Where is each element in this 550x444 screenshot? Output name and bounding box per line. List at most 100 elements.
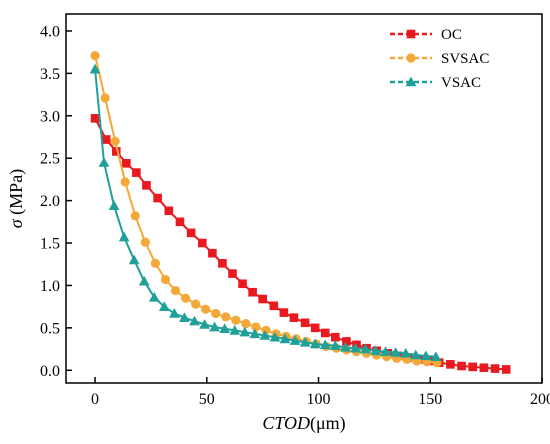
data-point-vsac (430, 351, 442, 362)
data-point-oc (479, 363, 489, 373)
data-point-oc (342, 337, 351, 346)
data-point-vsac (400, 347, 412, 358)
data-point-vsac (219, 323, 231, 334)
data-point-svsac (150, 258, 160, 268)
series-layer (89, 50, 511, 374)
data-point-vsac (158, 301, 170, 311)
data-point-vsac (339, 341, 351, 352)
data-point-oc (468, 362, 478, 372)
series-line-oc (94, 117, 507, 371)
data-point-vsac (249, 328, 261, 339)
data-point-oc (258, 294, 267, 304)
data-point-oc (153, 193, 162, 203)
data-point-oc (490, 364, 500, 373)
data-point-vsac (108, 200, 120, 211)
series-vsac (89, 63, 442, 362)
data-point-vsac (390, 347, 401, 357)
x-axis-title: CTOD(μm) (262, 413, 345, 434)
data-point-oc (238, 279, 247, 289)
data-point-oc (330, 332, 340, 342)
data-point-vsac (299, 336, 311, 347)
x-tick-label: 150 (418, 391, 442, 408)
data-point-svsac (251, 322, 261, 332)
data-point-oc (218, 259, 227, 268)
data-point-oc (198, 238, 207, 248)
legend-marker-svsac (406, 53, 416, 63)
data-point-oc (122, 158, 131, 168)
data-point-oc (248, 287, 257, 297)
data-point-svsac (90, 50, 100, 61)
data-point-svsac (221, 312, 231, 322)
data-point-oc (457, 361, 466, 371)
data-point-vsac (89, 63, 101, 74)
data-point-svsac (130, 211, 140, 221)
data-point-vsac (289, 335, 301, 345)
data-point-vsac (329, 340, 341, 350)
data-point-oc (352, 340, 361, 350)
legend-item-vsac: VSAC (390, 75, 481, 91)
data-point-oc (208, 248, 217, 258)
data-point-svsac (160, 274, 171, 285)
data-point-oc (300, 318, 310, 328)
data-point-oc (101, 135, 111, 144)
legend-label-svsac: SVSAC (441, 51, 489, 67)
data-point-vsac (128, 254, 140, 265)
data-point-vsac (350, 342, 361, 353)
y-tick-label: 2.5 (40, 151, 60, 168)
data-point-oc (111, 147, 121, 156)
y-axis-title: σ (MPa) (6, 169, 27, 228)
data-point-oc (186, 228, 196, 238)
data-point-vsac (169, 308, 180, 318)
data-point-svsac (110, 136, 120, 146)
legend-marker-oc (406, 29, 416, 39)
data-point-svsac (231, 315, 241, 325)
data-point-oc (289, 313, 299, 322)
x-tick-label: 100 (307, 391, 331, 408)
x-axis-title-italic: CTOD (262, 413, 310, 433)
data-point-vsac (380, 346, 391, 356)
data-point-svsac (120, 177, 130, 187)
data-point-oc (142, 181, 151, 190)
y-tick-label: 0.5 (40, 320, 60, 337)
y-tick-label: 0.0 (40, 363, 60, 380)
y-axis-title-unit: (MPa) (6, 169, 27, 220)
data-point-oc (320, 328, 330, 338)
data-point-vsac (319, 339, 331, 350)
data-point-oc (175, 217, 185, 227)
y-tick-label: 3.5 (40, 66, 60, 83)
data-point-vsac (360, 343, 371, 354)
series-line-svsac (94, 55, 438, 364)
y-tick-label: 2.0 (40, 193, 60, 210)
x-axis-title-unit: (μm) (310, 413, 346, 434)
ticks-layer: 0 50 100 150 200 0.0 0.5 1.0 1.5 2.0 2.5 3.0 3.5 4.0 (40, 23, 550, 408)
data-point-vsac (420, 350, 432, 361)
data-point-vsac (199, 319, 210, 329)
data-point-oc (132, 168, 141, 177)
data-point-oc (279, 308, 289, 317)
x-tick-label: 200 (530, 391, 550, 408)
data-point-oc (228, 269, 237, 278)
data-point-vsac (259, 330, 271, 340)
data-point-vsac (138, 275, 150, 286)
data-point-vsac (179, 312, 190, 322)
y-tick-label: 1.5 (40, 236, 60, 253)
legend-item-oc: OC (390, 27, 462, 43)
x-tick-label: 0 (91, 391, 99, 408)
data-point-vsac (209, 321, 220, 332)
series-line-vsac (94, 69, 436, 358)
data-point-vsac (269, 331, 281, 342)
data-point-vsac (370, 345, 381, 356)
data-point-svsac (201, 304, 211, 314)
data-point-oc (269, 301, 279, 311)
data-point-oc (310, 323, 320, 333)
data-point-svsac (191, 299, 201, 309)
legend-item-svsac: SVSAC (390, 51, 489, 67)
data-point-vsac (239, 326, 251, 337)
x-tick-label: 50 (199, 391, 215, 408)
y-tick-label: 4.0 (40, 23, 60, 40)
data-point-svsac (140, 237, 150, 247)
y-tick-label: 1.0 (40, 278, 60, 295)
data-point-svsac (100, 93, 110, 103)
data-point-vsac (98, 157, 110, 167)
